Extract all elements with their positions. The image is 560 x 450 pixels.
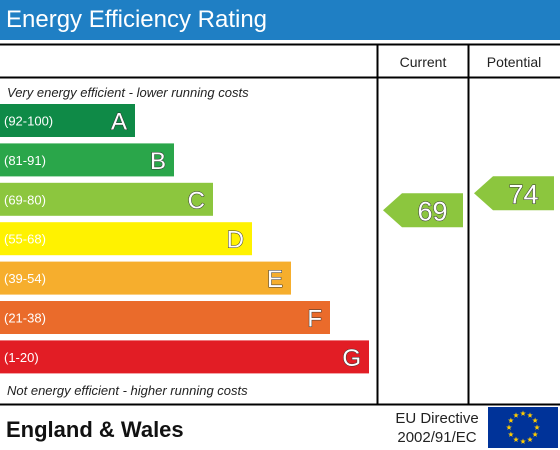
eu-star	[527, 412, 533, 418]
current-score-arrow-shape	[383, 193, 463, 228]
directive-line1: EU Directive	[395, 410, 478, 427]
band-bar-b	[0, 143, 174, 177]
band-letter-g: G	[342, 345, 361, 372]
score-arrows: 69 74	[383, 176, 554, 228]
band-c: (69-80) C	[0, 182, 213, 216]
band-letter-d: D	[227, 227, 244, 254]
band-letter-c: C	[188, 187, 205, 214]
eu-star	[532, 417, 538, 423]
band-bar-f	[0, 301, 330, 334]
band-b: (81-91) B	[0, 143, 174, 177]
band-bar-c	[0, 182, 213, 216]
eu-star	[532, 431, 538, 437]
band-range-g: (1-20)	[4, 350, 39, 365]
band-letter-a: A	[111, 109, 127, 136]
eu-star	[506, 424, 512, 430]
band-bar-a	[0, 104, 135, 137]
current-score-arrow: 69	[383, 193, 463, 228]
band-range-d: (55-68)	[4, 232, 46, 247]
current-column-header: Current	[400, 54, 447, 70]
eu-flag-icon	[488, 407, 558, 448]
eu-star	[513, 436, 519, 443]
eu-star	[527, 436, 533, 443]
band-e: (39-54) E	[0, 261, 291, 295]
region-label: England & Wales	[6, 417, 184, 442]
potential-score-arrow-value: 74	[508, 179, 538, 209]
band-range-f: (21-38)	[4, 311, 46, 326]
potential-score-arrow: 74	[474, 176, 554, 211]
band-range-c: (69-80)	[4, 192, 46, 207]
band-a: (92-100) A	[0, 104, 135, 137]
band-letter-e: E	[267, 266, 283, 293]
band-range-b: (81-91)	[4, 153, 46, 168]
band-letter-f: F	[307, 306, 322, 333]
chart-title: Energy Efficiency Rating	[6, 6, 268, 33]
eu-star	[508, 417, 514, 423]
band-f: (21-38) F	[0, 301, 330, 334]
band-g: (1-20) G	[0, 340, 369, 374]
title-bar: Energy Efficiency Rating	[0, 0, 560, 40]
epc-chart: Current Potential Very energy efficient …	[0, 43, 560, 448]
eu-star	[534, 424, 540, 430]
potential-score-arrow-shape	[474, 176, 554, 211]
chart-frame	[0, 43, 560, 406]
potential-column-header: Potential	[487, 54, 541, 70]
efficient-note: Very energy efficient - lower running co…	[7, 85, 249, 100]
band-range-a: (92-100)	[4, 114, 53, 129]
rating-bands: (92-100) A (81-91) B (69-80) C (55-68) D (39-54)…	[0, 104, 369, 374]
directive-line2: 2002/91/EC	[397, 429, 476, 446]
current-score-arrow-value: 69	[417, 196, 447, 226]
eu-star	[508, 431, 514, 437]
eu-star	[513, 412, 519, 418]
eu-star	[520, 438, 526, 444]
band-letter-b: B	[150, 148, 166, 175]
band-d: (55-68) D	[0, 222, 252, 256]
inefficient-note: Not energy efficient - higher running co…	[7, 383, 248, 398]
band-bar-d	[0, 222, 252, 256]
band-range-e: (39-54)	[4, 271, 46, 286]
band-bar-e	[0, 261, 291, 295]
eu-star	[520, 410, 526, 416]
band-bar-g	[0, 340, 369, 374]
